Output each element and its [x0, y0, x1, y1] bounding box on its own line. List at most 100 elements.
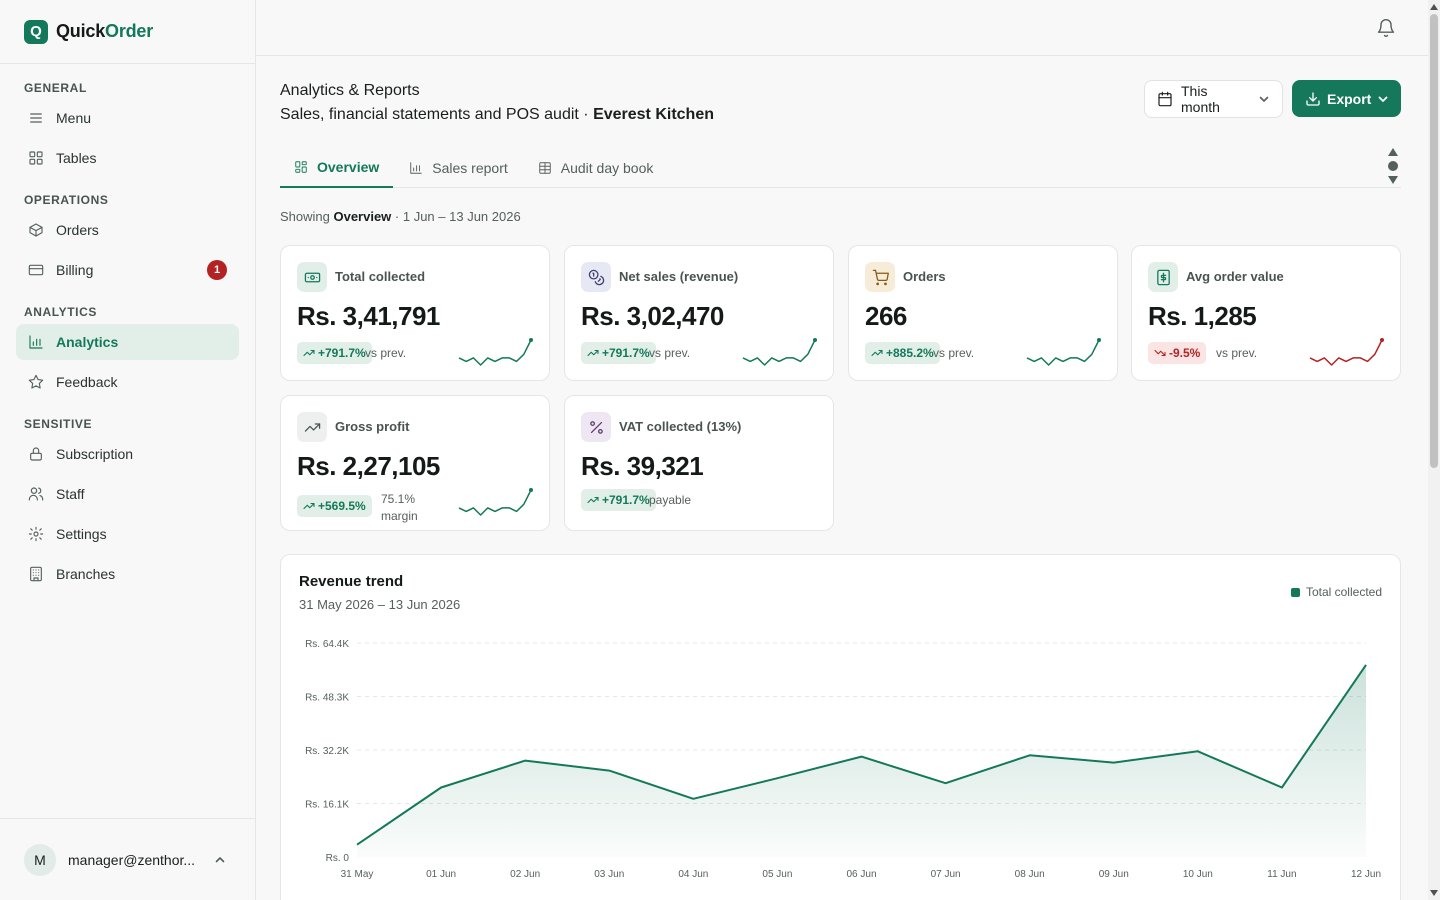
tab-sales-report[interactable]: Sales report — [395, 148, 521, 188]
sparkline-end-dot — [529, 338, 533, 342]
kpi-card-vat-collected-13: VAT collected (13%) Rs. 39,321 +791.7% paya… — [564, 395, 834, 531]
sidebar-item-branches[interactable]: Branches — [16, 556, 239, 592]
sidebar-item-analytics[interactable]: Analytics — [16, 324, 239, 360]
trending-up-icon — [297, 412, 327, 442]
x-tick-label: 09 Jun — [1099, 869, 1129, 880]
trend-up-icon — [587, 347, 599, 359]
data-point[interactable] — [1195, 749, 1200, 754]
user-menu[interactable]: M manager@zenthor... — [0, 818, 255, 900]
sparkline — [742, 338, 817, 366]
nav-section-title: SENSITIVE — [24, 417, 93, 431]
showing-range-text: Showing Overview · 1 Jun – 13 Jun 2026 — [280, 209, 521, 224]
data-point[interactable] — [1027, 753, 1032, 758]
chart-subtitle: 31 May 2026 – 13 Jun 2026 — [299, 597, 461, 612]
kpi-label: Avg order value — [1186, 269, 1284, 284]
kpi-label: Net sales (revenue) — [619, 269, 739, 284]
sidebar-item-tables[interactable]: Tables — [16, 140, 239, 176]
sparkline-path — [458, 489, 532, 516]
x-tick-label: 04 Jun — [678, 869, 708, 880]
page-scrollbar[interactable] — [1428, 0, 1440, 900]
export-button[interactable]: Export — [1292, 80, 1401, 117]
notification-badge: 1 — [207, 260, 227, 280]
nav-section-analytics: ANALYTICS Analytics Feedback — [16, 304, 239, 400]
table-icon — [538, 161, 552, 175]
sidebar-item-orders[interactable]: Orders — [16, 212, 239, 248]
cash-icon — [297, 262, 327, 292]
kpi-note: vs prev. — [649, 346, 691, 360]
kpi-note: vs prev. — [933, 346, 975, 360]
date-range-label: This month — [1181, 83, 1220, 115]
brand[interactable]: Q QuickOrder — [0, 0, 255, 64]
nav-section-title: OPERATIONS — [24, 193, 109, 207]
trend-up-icon — [303, 347, 315, 359]
data-point[interactable] — [691, 796, 696, 801]
tab-overview[interactable]: Overview — [280, 148, 394, 188]
building-icon — [28, 566, 44, 582]
bar-chart-icon — [28, 334, 44, 350]
sidebar-item-feedback[interactable]: Feedback — [16, 364, 239, 400]
top-bar — [256, 0, 1428, 56]
data-point[interactable] — [607, 768, 612, 773]
trend-up-icon — [303, 500, 315, 512]
menu-icon — [28, 110, 44, 126]
scrollbar-thumb[interactable] — [1430, 14, 1438, 468]
brand-name-part2: Order — [105, 21, 154, 41]
data-point[interactable] — [355, 842, 360, 847]
sidebar-item-menu[interactable]: Menu — [16, 100, 239, 136]
tab-scroll-dot-icon — [1388, 161, 1398, 171]
data-point[interactable] — [1364, 662, 1369, 667]
tab-scroll-up-icon[interactable] — [1388, 148, 1398, 156]
legend-label: Total collected — [1305, 585, 1382, 599]
kpi-card-orders: Orders 266 +885.2% vs prev. — [848, 245, 1118, 381]
data-point[interactable] — [523, 758, 528, 763]
sidebar-item-subscription[interactable]: Subscription — [16, 436, 239, 472]
sidebar-item-billing[interactable]: Billing 1 — [16, 252, 239, 288]
sidebar-item-label: Analytics — [56, 334, 119, 350]
kpi-value: Rs. 2,27,105 — [297, 451, 440, 481]
data-point[interactable] — [439, 785, 444, 790]
coins-icon — [581, 262, 611, 292]
data-point[interactable] — [1279, 785, 1284, 790]
trend-up-icon — [587, 494, 599, 506]
scroll-down-arrow-icon[interactable] — [1430, 890, 1438, 896]
chart-legend: Total collected — [1290, 585, 1382, 599]
date-range-button[interactable]: This month — [1144, 80, 1283, 118]
dollar-icon — [1148, 262, 1178, 292]
data-point[interactable] — [775, 776, 780, 781]
sidebar-item-settings[interactable]: Settings — [16, 516, 239, 552]
bell-icon[interactable] — [1376, 18, 1396, 38]
change-badge: +791.7% — [581, 342, 656, 364]
kpi-card-net-sales-revenue: Net sales (revenue) Rs. 3,02,470 +791.7% vs… — [564, 245, 834, 381]
kpi-value: Rs. 3,02,470 — [581, 301, 724, 331]
card-icon — [28, 262, 44, 278]
sidebar-item-staff[interactable]: Staff — [16, 476, 239, 512]
bar-chart-icon — [409, 161, 423, 175]
users-icon — [28, 486, 44, 502]
data-point[interactable] — [1111, 760, 1116, 765]
sidebar-item-label: Subscription — [56, 446, 134, 462]
sidebar-nav: GENERAL Menu Tables OPERATIONS Orders Billing… — [0, 64, 255, 592]
page-title: Analytics & Reports — [280, 82, 420, 99]
tab-scroll-control[interactable] — [1386, 148, 1400, 186]
calendar-icon — [1157, 91, 1173, 107]
grid-icon — [28, 150, 44, 166]
x-tick-label: 31 May — [341, 869, 374, 880]
sidebar-item-label: Branches — [56, 566, 116, 582]
tab-scroll-down-icon[interactable] — [1388, 176, 1398, 184]
sparkline-end-dot — [1097, 338, 1101, 342]
x-tick-label: 05 Jun — [762, 869, 792, 880]
change-value: +791.7% — [318, 346, 366, 360]
data-point[interactable] — [859, 754, 864, 759]
showing-prefix: Showing — [280, 209, 334, 224]
tab-audit-day-book[interactable]: Audit day book — [524, 148, 668, 188]
scroll-up-arrow-icon[interactable] — [1430, 4, 1438, 10]
data-point[interactable] — [943, 781, 948, 786]
sparkline-end-dot — [1380, 338, 1384, 342]
tab-label: Overview — [317, 159, 380, 175]
dashboard-icon — [294, 160, 308, 174]
series-area — [357, 664, 1366, 857]
main-content: Analytics & Reports Sales, financial sta… — [256, 56, 1428, 900]
sidebar-item-label: Feedback — [56, 374, 118, 390]
sparkline — [1026, 338, 1101, 366]
legend-swatch — [1290, 587, 1300, 597]
